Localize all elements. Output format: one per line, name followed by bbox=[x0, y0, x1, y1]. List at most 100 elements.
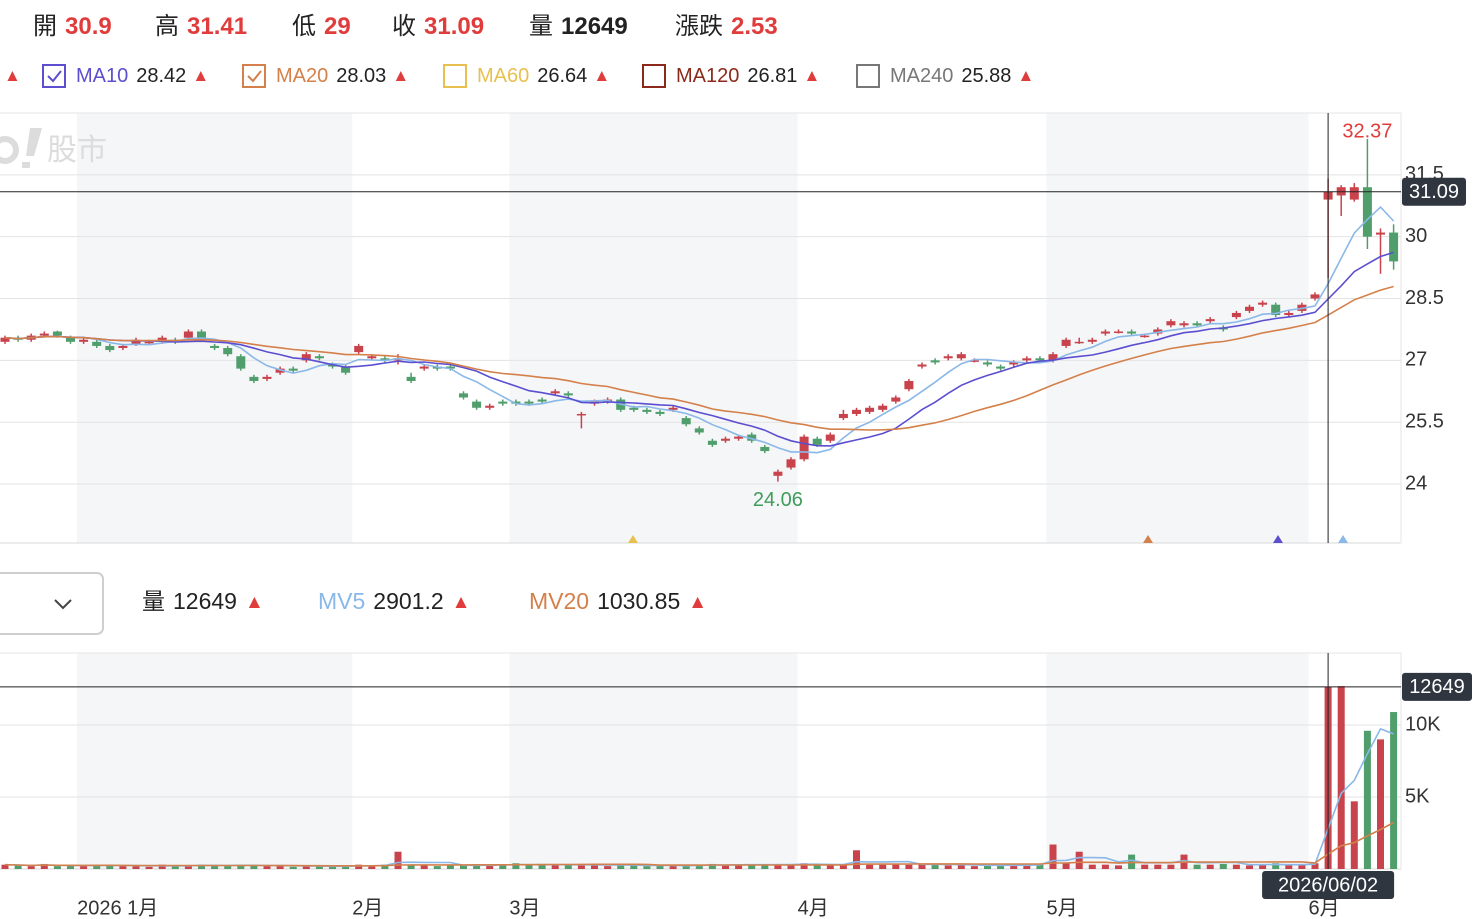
candle-body bbox=[314, 356, 324, 359]
volume-bar bbox=[499, 864, 507, 869]
candle-body bbox=[825, 434, 835, 441]
candle-body bbox=[721, 438, 730, 441]
volume-bar bbox=[630, 865, 638, 869]
legend-value: 12649 bbox=[173, 588, 237, 614]
volume-bar bbox=[473, 864, 481, 869]
legend-check bbox=[47, 70, 62, 83]
volume-bar bbox=[53, 866, 61, 869]
candle-body bbox=[681, 418, 691, 425]
legend-checkbox bbox=[642, 64, 666, 88]
volume-legend-item: MV20 1030.85 ▲ bbox=[529, 588, 707, 614]
candle-body bbox=[39, 333, 49, 336]
volume-bar bbox=[224, 865, 232, 869]
candle-body bbox=[301, 354, 311, 361]
candle-body bbox=[747, 434, 757, 441]
candle-body bbox=[1035, 358, 1045, 361]
candle-body bbox=[1376, 232, 1385, 235]
header-value: 12649 bbox=[561, 13, 628, 40]
legend-name: MA60 bbox=[477, 65, 529, 87]
header-value: 2.53 bbox=[731, 13, 778, 40]
x-tick-label: 2月 bbox=[352, 897, 383, 919]
header-label: 低 bbox=[292, 13, 316, 40]
legend-trend: ▲ bbox=[688, 592, 707, 613]
candle-body bbox=[1205, 319, 1215, 322]
volume-bar bbox=[591, 865, 598, 869]
volume-bar bbox=[27, 866, 35, 869]
legend-trend: ▲ bbox=[192, 66, 209, 85]
x-tick-label: 6月 bbox=[1309, 897, 1340, 919]
volume-bar bbox=[1337, 686, 1345, 869]
volume-bar bbox=[957, 864, 965, 869]
volume-bar bbox=[1377, 739, 1384, 869]
legend-item: MA10 28.42 ▲ bbox=[76, 65, 209, 87]
ma-line bbox=[4, 285, 1394, 431]
volume-bar bbox=[1219, 863, 1227, 869]
high-annotation: 32.37 bbox=[1342, 120, 1392, 142]
candle-body bbox=[655, 411, 665, 414]
volume-bar bbox=[761, 864, 769, 869]
candle-body bbox=[576, 413, 586, 416]
volume-bar bbox=[1023, 864, 1031, 869]
volume-bar bbox=[394, 851, 402, 869]
month-bands bbox=[77, 113, 1309, 869]
volume-bar bbox=[735, 864, 743, 869]
y-tick-label: 5K bbox=[1405, 785, 1430, 807]
legend-item: MA240 25.88 ▲ bbox=[890, 65, 1034, 87]
candle-body bbox=[419, 366, 429, 369]
candle-body bbox=[904, 380, 914, 390]
volume-bar bbox=[525, 865, 533, 869]
event-marker bbox=[628, 535, 638, 543]
volume-bar bbox=[695, 864, 703, 869]
candle-body bbox=[1022, 358, 1032, 361]
volume-bar bbox=[1272, 863, 1280, 869]
candle-body bbox=[406, 376, 416, 381]
legend-trend: ▲ bbox=[593, 66, 610, 85]
volume-bar bbox=[14, 865, 22, 869]
volume-bar bbox=[355, 864, 363, 869]
candle-body bbox=[131, 339, 141, 344]
volume-bar bbox=[564, 864, 572, 869]
volume-bar bbox=[433, 866, 441, 869]
candle-body bbox=[891, 397, 901, 402]
event-marker bbox=[1143, 535, 1153, 543]
legend-trend: ▲ bbox=[452, 592, 471, 613]
volume-bar bbox=[787, 864, 795, 869]
volume-bar bbox=[289, 866, 297, 869]
volume-bar bbox=[853, 850, 860, 869]
header-item: 低 29 bbox=[292, 13, 351, 40]
header-value: 30.9 bbox=[65, 13, 112, 40]
volume-bar bbox=[1206, 864, 1214, 869]
legend-name: MA10 bbox=[76, 65, 128, 87]
volume-bar bbox=[839, 864, 847, 869]
candle-body bbox=[1231, 312, 1241, 318]
x-tick-label: 3月 bbox=[509, 897, 540, 919]
volume-bar bbox=[1311, 863, 1319, 869]
volume-bar bbox=[538, 864, 546, 869]
volume-bar bbox=[970, 866, 978, 869]
candle-body bbox=[498, 401, 508, 404]
dropdown[interactable] bbox=[0, 572, 104, 635]
x-tick-label: 4月 bbox=[798, 897, 829, 919]
candle-body bbox=[1048, 354, 1058, 361]
candle-body bbox=[1140, 335, 1150, 338]
candle-body bbox=[249, 376, 259, 381]
legend-item: MA60 26.64 ▲ bbox=[477, 65, 610, 87]
candle-body bbox=[354, 345, 364, 353]
volume-bar bbox=[145, 866, 153, 869]
volume-bar bbox=[158, 864, 166, 869]
y-tick-label: 24 bbox=[1405, 472, 1427, 494]
candle-body bbox=[642, 409, 652, 412]
volume-bar bbox=[132, 866, 140, 869]
volume-bar bbox=[512, 863, 520, 869]
volume-bar bbox=[1062, 863, 1070, 869]
month-band bbox=[77, 113, 353, 543]
candle-body bbox=[878, 405, 888, 410]
candle-body bbox=[983, 362, 992, 365]
volume-bar bbox=[918, 863, 926, 869]
crosshair-volume-label: 12649 bbox=[1409, 676, 1465, 698]
volume-bar bbox=[984, 865, 991, 869]
volume-bar bbox=[1115, 865, 1122, 869]
ma-line bbox=[4, 821, 1394, 867]
candle-body bbox=[707, 440, 717, 445]
